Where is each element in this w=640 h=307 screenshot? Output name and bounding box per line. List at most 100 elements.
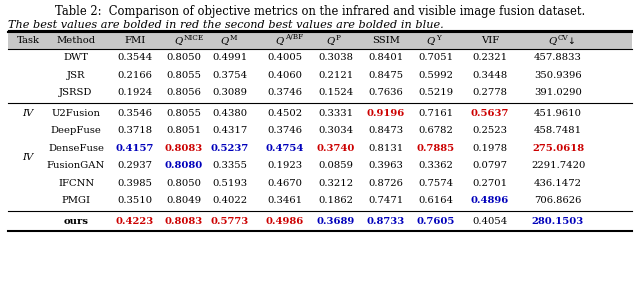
Text: 0.4054: 0.4054 — [472, 217, 508, 226]
Text: 0.7471: 0.7471 — [369, 196, 404, 205]
Text: IV: IV — [22, 109, 34, 118]
Text: 436.1472: 436.1472 — [534, 179, 582, 188]
Text: 458.7481: 458.7481 — [534, 126, 582, 135]
Text: 0.4157: 0.4157 — [116, 144, 154, 153]
Text: 0.7885: 0.7885 — [417, 144, 455, 153]
Text: 0.0797: 0.0797 — [472, 161, 508, 170]
Text: SSIM: SSIM — [372, 36, 400, 45]
Text: 0.5773: 0.5773 — [211, 217, 249, 226]
Text: 0.2166: 0.2166 — [118, 71, 152, 80]
Text: 0.8401: 0.8401 — [369, 53, 404, 62]
Text: 0.5193: 0.5193 — [212, 179, 248, 188]
Text: 275.0618: 275.0618 — [532, 144, 584, 153]
Text: 0.7051: 0.7051 — [419, 53, 454, 62]
Text: 0.4022: 0.4022 — [212, 196, 248, 205]
Text: 0.5992: 0.5992 — [419, 71, 454, 80]
Text: 0.8083: 0.8083 — [165, 144, 203, 153]
Text: 0.3963: 0.3963 — [369, 161, 403, 170]
Text: Table 2:  Comparison of objective metrics on the infrared and visible image fusi: Table 2: Comparison of objective metrics… — [55, 5, 585, 18]
Text: 0.6164: 0.6164 — [419, 196, 454, 205]
Text: 0.8056: 0.8056 — [166, 88, 202, 97]
Text: 0.0859: 0.0859 — [319, 161, 353, 170]
Text: 0.2121: 0.2121 — [318, 71, 354, 80]
Text: 0.4991: 0.4991 — [212, 53, 248, 62]
Text: 0.1923: 0.1923 — [268, 161, 303, 170]
Text: NICE: NICE — [184, 33, 204, 41]
Text: DeepFuse: DeepFuse — [51, 126, 101, 135]
Text: 0.3461: 0.3461 — [268, 196, 303, 205]
Text: 0.1978: 0.1978 — [472, 144, 508, 153]
Text: Task: Task — [17, 36, 40, 45]
Text: 0.2321: 0.2321 — [472, 53, 508, 62]
Text: 0.3362: 0.3362 — [419, 161, 453, 170]
Text: 0.8131: 0.8131 — [369, 144, 404, 153]
Text: 0.9196: 0.9196 — [367, 109, 405, 118]
Text: 0.8080: 0.8080 — [165, 161, 203, 170]
Text: 0.3718: 0.3718 — [117, 126, 152, 135]
Text: 706.8626: 706.8626 — [534, 196, 582, 205]
Text: A/BF: A/BF — [285, 33, 303, 41]
Text: FusionGAN: FusionGAN — [47, 161, 105, 170]
Text: 0.4754: 0.4754 — [266, 144, 304, 153]
Text: 0.3689: 0.3689 — [317, 217, 355, 226]
Text: 0.8055: 0.8055 — [166, 71, 202, 80]
Text: 0.8475: 0.8475 — [369, 71, 404, 80]
Text: 0.7605: 0.7605 — [417, 217, 455, 226]
Text: 0.1862: 0.1862 — [319, 196, 353, 205]
Text: 0.8726: 0.8726 — [369, 179, 403, 188]
Text: 0.7161: 0.7161 — [419, 109, 454, 118]
Text: 0.1924: 0.1924 — [117, 88, 152, 97]
Text: 0.3448: 0.3448 — [472, 71, 508, 80]
Text: Q: Q — [548, 36, 557, 45]
Text: 0.5237: 0.5237 — [211, 144, 249, 153]
Text: Q: Q — [427, 36, 435, 45]
Text: 451.9610: 451.9610 — [534, 109, 582, 118]
Text: 0.5637: 0.5637 — [471, 109, 509, 118]
Text: PMGI: PMGI — [61, 196, 90, 205]
Text: DenseFuse: DenseFuse — [48, 144, 104, 153]
Text: 350.9396: 350.9396 — [534, 71, 582, 80]
Text: P: P — [336, 33, 341, 41]
Text: VIF: VIF — [481, 36, 499, 45]
Text: 0.3740: 0.3740 — [317, 144, 355, 153]
Text: Q: Q — [221, 36, 229, 45]
Text: M: M — [230, 33, 237, 41]
Text: CV: CV — [558, 33, 569, 41]
Text: 0.3746: 0.3746 — [268, 88, 303, 97]
Text: Q: Q — [175, 36, 183, 45]
Text: 0.4670: 0.4670 — [268, 179, 303, 188]
Text: JSR: JSR — [67, 71, 85, 80]
Text: 0.8055: 0.8055 — [166, 109, 202, 118]
Text: 0.1524: 0.1524 — [318, 88, 354, 97]
Text: 0.4380: 0.4380 — [212, 109, 248, 118]
Text: U2Fusion: U2Fusion — [51, 109, 100, 118]
Text: Q: Q — [327, 36, 335, 45]
Text: 0.3546: 0.3546 — [118, 109, 152, 118]
Text: 0.8733: 0.8733 — [367, 217, 405, 226]
Text: DWT: DWT — [63, 53, 88, 62]
Text: 0.3212: 0.3212 — [319, 179, 353, 188]
Text: 0.8083: 0.8083 — [165, 217, 203, 226]
Text: 0.3355: 0.3355 — [212, 161, 248, 170]
Text: 457.8833: 457.8833 — [534, 53, 582, 62]
Text: 0.4986: 0.4986 — [266, 217, 304, 226]
Text: 0.2778: 0.2778 — [472, 88, 508, 97]
Text: Y: Y — [436, 33, 441, 41]
Text: 0.2523: 0.2523 — [472, 126, 508, 135]
Text: JSRSD: JSRSD — [60, 88, 93, 97]
Text: 0.3985: 0.3985 — [118, 179, 152, 188]
Text: The best values are bolded in red the second best values are bolded in blue.: The best values are bolded in red the se… — [8, 20, 444, 30]
Text: 0.6782: 0.6782 — [419, 126, 453, 135]
Text: 0.2701: 0.2701 — [472, 179, 508, 188]
Text: 0.4223: 0.4223 — [116, 217, 154, 226]
Text: ours: ours — [63, 217, 88, 226]
Text: IFCNN: IFCNN — [58, 179, 94, 188]
Text: 0.8050: 0.8050 — [166, 179, 202, 188]
Text: 0.8049: 0.8049 — [166, 196, 202, 205]
Text: 0.7574: 0.7574 — [419, 179, 454, 188]
Text: $\downarrow$: $\downarrow$ — [566, 35, 575, 46]
Text: 0.8051: 0.8051 — [166, 126, 202, 135]
Text: 0.3034: 0.3034 — [319, 126, 353, 135]
Text: 0.3510: 0.3510 — [117, 196, 152, 205]
Text: 0.3331: 0.3331 — [319, 109, 353, 118]
